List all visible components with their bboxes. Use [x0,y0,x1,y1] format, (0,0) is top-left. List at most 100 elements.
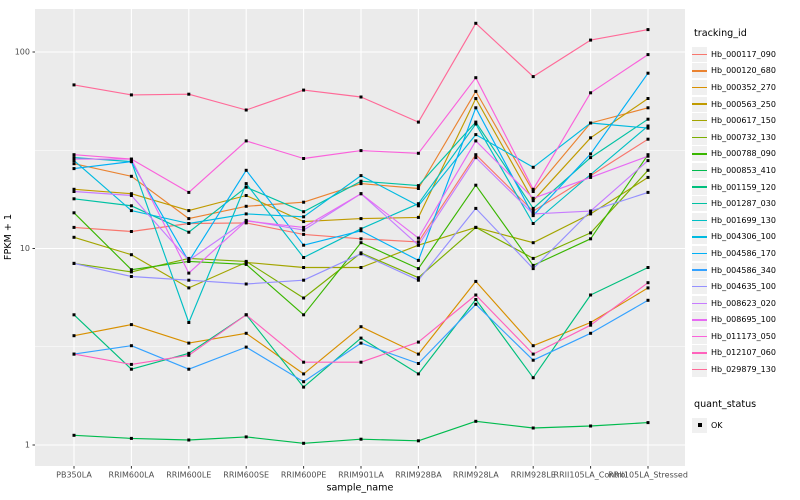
legend-item-Hb_000788_090: Hb_000788_090 [692,146,798,163]
data-point [302,157,306,160]
data-point [359,266,363,269]
data-point [187,217,191,221]
data-point [129,275,133,278]
legend-title-quant-status: quant_status [694,398,757,410]
legend-key-line [692,302,707,304]
x-axis-title: sample_name [327,483,394,494]
data-point [646,137,650,141]
data-point [302,243,306,247]
data-point [474,133,478,137]
data-point [72,352,76,356]
legend-item-Hb_001287_030: Hb_001287_030 [692,195,798,212]
data-point [72,211,76,215]
data-point [474,122,478,126]
legend-key-swatch [692,417,707,433]
data-point [646,281,650,285]
data-point [646,53,650,57]
data-point [589,237,593,241]
x-tick-label: RRIM600PE [281,471,327,480]
legend-key-line [692,169,707,172]
data-point [244,313,248,317]
legend-key-line [692,368,707,371]
data-point [72,334,76,338]
legend-item-label: Hb_000563_250 [711,99,776,109]
data-point [531,196,535,200]
data-point [302,372,306,376]
legend-item-Hb_004586_170: Hb_004586_170 [692,245,798,262]
data-point [244,282,248,286]
legend-key-line [692,219,707,222]
data-point [416,276,420,280]
data-point [187,222,191,225]
data-point [244,331,248,335]
data-point [416,439,420,443]
legend-key-swatch [692,129,707,145]
data-point [187,286,191,290]
data-point [187,321,191,324]
data-point [474,21,478,25]
legend-item-label: Hb_001287_030 [711,199,776,209]
data-point [531,75,535,79]
data-point [646,124,650,128]
data-point [187,92,191,96]
legend-item-label: Hb_012107_060 [711,348,776,358]
x-tick-label: RRIM928LE [511,471,556,480]
data-point [589,175,593,179]
data-point [129,157,133,161]
legend-item-Hb_001699_130: Hb_001699_130 [692,212,798,229]
data-point [244,259,248,263]
data-point [531,190,535,193]
data-point [187,256,191,260]
legend-item-Hb_000853_410: Hb_000853_410 [692,162,798,179]
axis-ticks [32,51,649,469]
data-point [646,168,650,172]
y-tick-label: 100 [15,48,30,57]
legend-quant-block: quant_status OK [692,399,798,434]
legend-key-swatch [692,328,707,344]
data-point [474,302,478,306]
data-point [302,210,306,214]
y-axis-title: FPKM + 1 [3,214,14,260]
data-point [187,367,191,371]
legend-key-line [692,86,707,89]
legend-key-line [692,203,707,205]
legend-key-swatch [692,362,707,378]
data-point [416,240,420,244]
legend-key-line [692,120,707,122]
data-point [359,437,363,441]
data-point [531,358,535,362]
data-point [72,197,76,201]
data-point [187,438,191,442]
legend-key-swatch [692,96,707,112]
legend-item-label: Hb_004635_100 [711,282,776,292]
x-tick-label: RRIM928BA [395,471,442,480]
legend-item-label: OK [711,420,723,430]
data-point [244,139,248,143]
data-point [72,313,76,317]
data-point [72,187,76,191]
data-point [244,219,248,223]
data-point [359,252,363,256]
data-point [646,175,650,179]
data-point [531,241,535,245]
legend-key-swatch [692,146,707,162]
data-point [302,256,306,259]
data-point [646,154,650,158]
data-point [589,136,593,140]
data-point [359,341,363,345]
data-point [646,106,650,110]
data-point [531,256,535,260]
data-point [531,263,535,267]
x-tick-label: RRII105LA_Control [554,471,628,480]
legend-item-label: Hb_000853_410 [711,165,776,175]
legend-key-line [692,335,707,338]
data-point [416,236,420,240]
data-point [531,352,535,356]
data-point [72,157,76,161]
data-point [129,253,133,257]
legend-item-label: Hb_001159_120 [711,182,776,192]
data-point [416,258,420,262]
data-point [416,187,420,190]
